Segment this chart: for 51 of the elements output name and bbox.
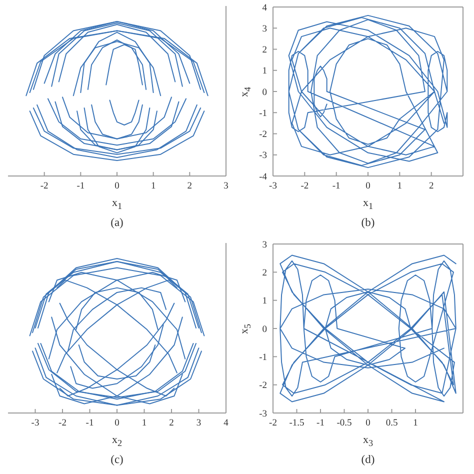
y-tick-label: -4 — [259, 172, 268, 182]
x-tick-label: 0 — [366, 418, 371, 429]
x-axis-title: x$_{3}$ — [362, 433, 374, 450]
x-tick-label: -0.5 — [336, 418, 352, 429]
y-tick-label: 0 — [262, 88, 268, 98]
x-axis-title: x$_{2}$ — [112, 433, 122, 450]
x-tick-label: -3 — [31, 418, 40, 429]
x-tick-label: -2 — [300, 182, 309, 192]
x-tick-label: -1.5 — [289, 418, 305, 429]
x-tick-label: -1 — [76, 182, 85, 192]
x-tick-label: 4 — [224, 418, 229, 429]
x-tick-label: 1 — [150, 182, 156, 192]
text: (c) — [110, 453, 124, 467]
text: (b) — [361, 216, 375, 230]
y-tick-label: 0 — [262, 324, 268, 335]
y-tick-label: -2 — [259, 381, 268, 392]
x-axis-title: x$_{1}$ — [112, 196, 122, 214]
y-tick-label: -3 — [259, 151, 268, 162]
x-tick-label: 2 — [169, 418, 174, 429]
y-tick-label: 3 — [262, 24, 268, 34]
x-tick-label: 0 — [114, 182, 120, 192]
y-tick-label: 1 — [262, 66, 268, 77]
x-tick-label: 1 — [142, 418, 147, 429]
x-tick-label: -2 — [58, 418, 67, 429]
y-tick-label: -3 — [259, 409, 268, 420]
y-tick-label: -1 — [259, 108, 268, 119]
x-tick-label: -2 — [269, 418, 278, 429]
y-tick-label: 2 — [262, 268, 268, 279]
y-tick-label: 3 — [262, 240, 268, 250]
y-tick-label: 4 — [262, 3, 268, 14]
x-tick-label: 1 — [413, 418, 418, 429]
x-tick-label: -1 — [316, 418, 325, 429]
x-tick-label: -3 — [269, 182, 278, 192]
x-tick-label: -2 — [40, 182, 49, 192]
y-tick-label: 1 — [262, 296, 268, 307]
x-tick-label: 3 — [224, 182, 229, 192]
x-tick-label: 0 — [366, 182, 371, 192]
x-tick-label: 0.5 — [386, 418, 398, 429]
x-tick-label: -1 — [86, 418, 94, 429]
x-tick-label: 2 — [428, 182, 434, 192]
text: (d) — [361, 453, 375, 467]
x-axis-title: x$_{1}$ — [362, 196, 374, 214]
y-tick-label: -1 — [259, 353, 268, 364]
x-tick-label: 3 — [196, 418, 202, 429]
x-tick-label: 2 — [187, 182, 192, 192]
x-tick-label: 0 — [114, 418, 120, 429]
y-tick-label: -2 — [259, 130, 268, 140]
x-tick-label: -1 — [332, 182, 341, 192]
text: (a) — [110, 216, 124, 230]
x-tick-label: 1 — [397, 182, 402, 192]
y-tick-label: 2 — [262, 46, 268, 56]
